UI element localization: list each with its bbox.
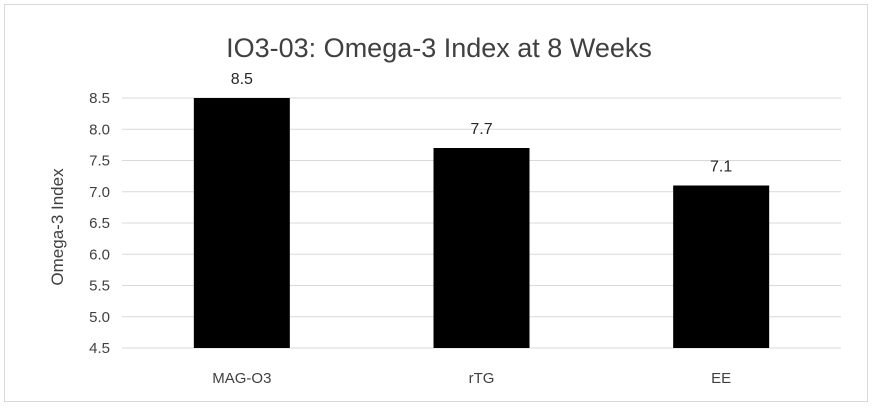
- data-label: 7.1: [710, 159, 732, 176]
- y-axis-ticks: 4.5 5.0 5.5 6.0 6.5 7.0 7.5 8.0 8.5: [89, 90, 110, 357]
- chart-title: IO3-03: Omega-3 Index at 8 Weeks: [226, 33, 652, 63]
- y-tick-label: 4.5: [89, 340, 110, 357]
- data-labels: 8.5 7.7 7.1: [231, 71, 733, 176]
- x-axis-ticks: MAG-O3 rTG EE: [212, 370, 731, 387]
- data-label: 8.5: [231, 71, 253, 88]
- y-tick-label: 8.5: [89, 90, 110, 107]
- y-tick-label: 6.0: [89, 246, 110, 263]
- bars: [193, 98, 770, 348]
- chart-frame: IO3-03: Omega-3 Index at 8 Weeks Omega-3…: [4, 4, 868, 402]
- data-label: 7.7: [470, 121, 492, 138]
- y-axis-label: Omega-3 Index: [48, 168, 67, 286]
- x-tick-label: rTG: [469, 370, 495, 387]
- bar-chart: IO3-03: Omega-3 Index at 8 Weeks Omega-3…: [48, 33, 841, 387]
- y-tick-label: 8.0: [89, 121, 110, 138]
- bar-mag-o3: [193, 98, 290, 348]
- bar-rtg: [433, 148, 530, 348]
- y-tick-label: 5.0: [89, 309, 110, 326]
- y-tick-label: 7.5: [89, 153, 110, 170]
- y-tick-label: 5.5: [89, 278, 110, 295]
- y-tick-label: 7.0: [89, 184, 110, 201]
- bar-ee: [673, 185, 770, 348]
- x-tick-label: MAG-O3: [212, 370, 271, 387]
- y-tick-label: 6.5: [89, 215, 110, 232]
- x-tick-label: EE: [711, 370, 731, 387]
